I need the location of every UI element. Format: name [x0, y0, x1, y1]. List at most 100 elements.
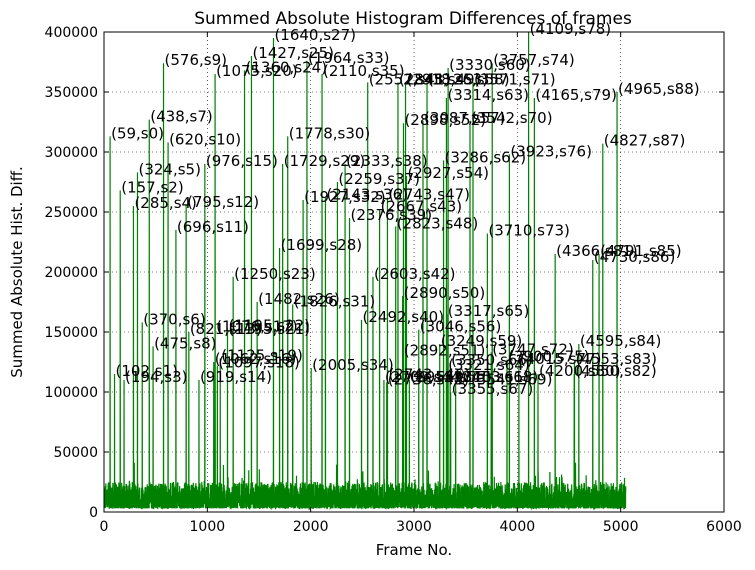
peak-label: (4550,s82) [575, 362, 657, 380]
peak-label: (1729,s29) [284, 152, 366, 170]
y-tick-label: 0 [89, 505, 98, 521]
peak-label: (475,s8) [154, 334, 216, 352]
peak-label: (4965,s88) [618, 80, 700, 98]
peak-label: (4200,s80) [539, 362, 621, 380]
plot-area [104, 32, 627, 511]
y-tick-label: 400000 [45, 25, 98, 41]
peak-label: (3710,s73) [488, 222, 570, 240]
peak-label: (795,s12) [187, 193, 259, 211]
peak-label: (1360,s24) [246, 58, 328, 76]
peak-label: (3249,s59) [441, 332, 523, 350]
peak-label: (285,s4) [134, 194, 196, 212]
peak-label: (976,s15) [206, 152, 278, 170]
peak-label: (2376,s39) [351, 206, 433, 224]
peak-label: (324,s5) [138, 160, 200, 178]
peak-label: (157,s2) [121, 178, 183, 196]
peak-label: (3286,s62) [445, 148, 527, 166]
peak-label: (620,s10) [169, 130, 241, 148]
peak-label: (3923,s76) [510, 142, 592, 160]
peak-label: (4791,s85) [600, 242, 682, 260]
peak-label: (2898,s52) [404, 111, 486, 129]
peak-label: (2890,s50) [404, 284, 486, 302]
peak-label: (2743,s47) [388, 186, 470, 204]
peak-label: (3403,s68) [457, 368, 539, 386]
peak-label: (2492,s40) [363, 308, 445, 326]
peak-label: (1778,s30) [289, 124, 371, 142]
peak-label: (1062,s16) [215, 350, 297, 368]
peak-label: (1964,s33) [308, 49, 390, 67]
peak-label: (4827,s87) [604, 132, 686, 150]
peak-label: (4015,s77) [520, 350, 602, 368]
peak-label: (3317,s65) [448, 302, 530, 320]
peak-label: (3321,s64) [448, 356, 530, 374]
y-tick-label: 350000 [45, 85, 98, 101]
y-axis-label: Summed Absolute Hist. Diff. [8, 166, 26, 378]
grid-lines [104, 32, 724, 512]
peak-label: (3315,s61) [448, 368, 530, 386]
peak-label: (919,s14) [200, 368, 272, 386]
x-tick-label: 1000 [190, 519, 226, 535]
peak-label: (2603,s42) [374, 265, 456, 283]
peak-label: (2823,s48) [397, 214, 479, 232]
peak-label: (370,s6) [143, 310, 205, 328]
peak-label: (1427,s25) [252, 44, 334, 62]
peak-label: (2892,s51) [404, 342, 486, 360]
peak-label: (1482,s26) [258, 290, 340, 308]
peak-label: (4165,s79) [535, 86, 617, 104]
peak-label: (4595,s84) [580, 332, 662, 350]
peak-label: (3330,s60) [449, 56, 531, 74]
peak-label: (102,s1) [116, 362, 178, 380]
peak-label: (2552,s41) [369, 70, 451, 88]
x-tick-label: 4000 [500, 519, 536, 535]
peak-label: (2709,s44) [385, 368, 467, 386]
peak-label: (1195,s22) [228, 316, 310, 334]
peak-label: (2955,s55) [410, 368, 492, 386]
y-tick-label: 300000 [45, 145, 98, 161]
peak-label: (3747,s72) [492, 340, 574, 358]
peak-label: (1640,s27) [274, 26, 356, 44]
peak-label: (1699,s28) [281, 236, 363, 254]
peak-label: (2005,s34) [312, 356, 394, 374]
x-tick-label: 6000 [706, 519, 742, 535]
x-tick-label: 5000 [603, 519, 639, 535]
peak-label: (194,s3) [125, 368, 187, 386]
peak-label: (2927,s54) [407, 164, 489, 182]
peak-label: (438,s7) [150, 108, 212, 126]
peak-label: (3087,s57) [424, 109, 506, 127]
peak-label: (2736,s45) [388, 370, 470, 388]
peak-label: (1097,s18) [218, 354, 300, 372]
chart-title: Summed Absolute Histogram Differences of… [194, 9, 632, 29]
y-tick-label: 250000 [45, 205, 98, 221]
peak-label: (1076,s17) [216, 318, 298, 336]
peak-label: (2333,s38) [346, 152, 428, 170]
peak-label: (576,s9) [165, 51, 227, 69]
peak-label: (59,s0) [111, 124, 164, 142]
y-tick-label: 50000 [53, 445, 98, 461]
peak-label: (1075,s20) [216, 62, 298, 80]
series-line [104, 32, 627, 511]
peak-label: (3355,s67) [452, 380, 534, 398]
peak-label: (3571,s71) [474, 70, 556, 88]
peak-label: (2259,s37) [338, 170, 420, 188]
peak-label: (4366,s81) [556, 242, 638, 260]
peak-label: (3126,s58) [428, 70, 510, 88]
x-tick-label: 0 [100, 519, 109, 535]
peak-label: (1250,s23) [234, 265, 316, 283]
peak-label: (696,s11) [177, 218, 249, 236]
peak-label: (2667,s43) [381, 198, 463, 216]
peak-label: (1927,s32) [304, 188, 386, 206]
x-axis-label: Frame No. [376, 541, 452, 559]
x-tick-label: 2000 [293, 519, 329, 535]
peak-label: (3314,s63) [447, 86, 529, 104]
peak-label: (3541,s69) [471, 370, 553, 388]
peak-label: (2918,s53) [407, 70, 489, 88]
peak-label: (4553,s83) [575, 350, 657, 368]
peak-label: (1125,s19) [221, 346, 303, 364]
peak-label: (3046,s56) [420, 318, 502, 336]
peak-label: (821,s13) [190, 320, 262, 338]
y-tick-label: 150000 [45, 325, 98, 341]
x-tick-label: 3000 [396, 519, 432, 535]
peak-label: (2110,s35) [323, 62, 405, 80]
